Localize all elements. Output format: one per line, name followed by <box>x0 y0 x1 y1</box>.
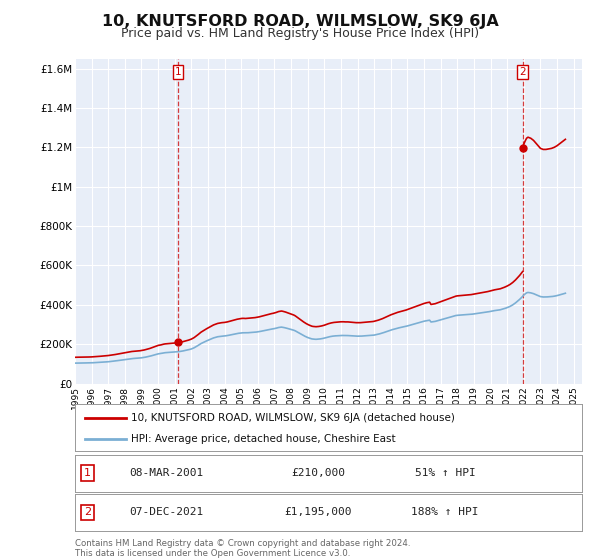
Text: £1,195,000: £1,195,000 <box>284 507 352 517</box>
Text: 2: 2 <box>84 507 91 517</box>
Text: 10, KNUTSFORD ROAD, WILMSLOW, SK9 6JA: 10, KNUTSFORD ROAD, WILMSLOW, SK9 6JA <box>101 14 499 29</box>
Text: This data is licensed under the Open Government Licence v3.0.: This data is licensed under the Open Gov… <box>75 549 350 558</box>
Text: £210,000: £210,000 <box>292 468 346 478</box>
Text: 1: 1 <box>175 67 181 77</box>
Text: 51% ↑ HPI: 51% ↑ HPI <box>415 468 475 478</box>
Text: Contains HM Land Registry data © Crown copyright and database right 2024.: Contains HM Land Registry data © Crown c… <box>75 539 410 548</box>
Text: 07-DEC-2021: 07-DEC-2021 <box>129 507 203 517</box>
Text: 188% ↑ HPI: 188% ↑ HPI <box>412 507 479 517</box>
Text: HPI: Average price, detached house, Cheshire East: HPI: Average price, detached house, Ches… <box>131 434 395 444</box>
Text: 2: 2 <box>520 67 526 77</box>
Text: 08-MAR-2001: 08-MAR-2001 <box>129 468 203 478</box>
Text: 10, KNUTSFORD ROAD, WILMSLOW, SK9 6JA (detached house): 10, KNUTSFORD ROAD, WILMSLOW, SK9 6JA (d… <box>131 413 455 423</box>
Text: Price paid vs. HM Land Registry's House Price Index (HPI): Price paid vs. HM Land Registry's House … <box>121 27 479 40</box>
Text: 1: 1 <box>84 468 91 478</box>
